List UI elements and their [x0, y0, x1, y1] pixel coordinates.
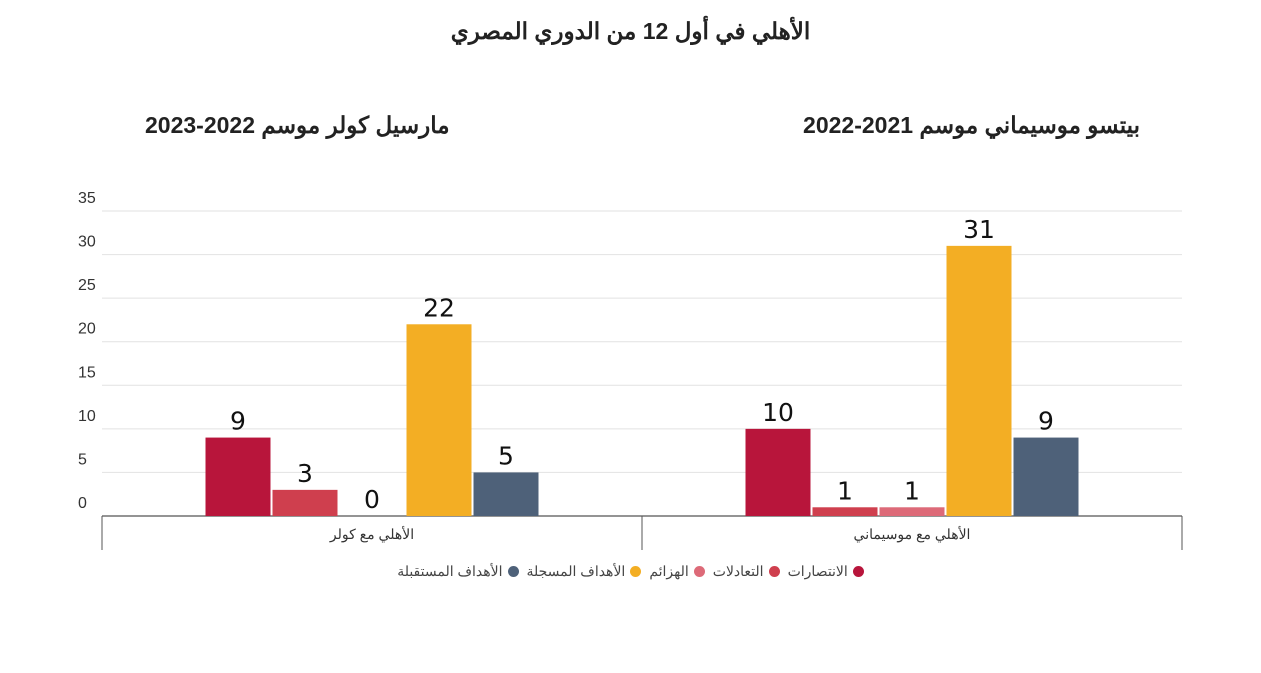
legend-swatch [693, 566, 705, 577]
legend-item: التعادلات [713, 563, 780, 580]
legend-label: الأهداف المستقبلة [397, 563, 503, 579]
category-label: الأهلي مع كولر [329, 525, 414, 543]
subtitle-koller: مارسيل كولر موسم 2022-2023 [145, 112, 450, 138]
subtitle-mosimane: بيتسو موسيماني موسم 2021-2022 [803, 112, 1140, 138]
data-label: 22 [423, 293, 455, 322]
bar [205, 437, 271, 516]
data-label: 1 [837, 476, 853, 505]
legend-item: الأهداف المستقبلة [397, 563, 519, 580]
y-tick-label: 25 [78, 277, 96, 294]
legend-item: الانتصارات [788, 563, 864, 580]
bar [879, 507, 945, 516]
bar [272, 489, 338, 516]
category-label: الأهلي مع موسيماني [854, 525, 971, 543]
bar [745, 428, 811, 516]
data-label: 3 [297, 459, 313, 488]
legend-label: الأهداف المسجلة [526, 563, 626, 579]
legend-label: التعادلات [712, 563, 764, 579]
bar [406, 324, 472, 516]
data-label: 10 [762, 398, 794, 427]
legend-swatch [768, 566, 780, 577]
chart-title: الأهلي في أول 12 من الدوري المصري [450, 18, 811, 44]
y-tick-label: 10 [78, 408, 96, 425]
y-tick-label: 0 [78, 495, 87, 512]
y-tick-label: 20 [78, 321, 96, 338]
legend-swatch [630, 566, 642, 577]
y-tick-label: 30 [78, 234, 96, 251]
legend-item: الهزائم [649, 563, 705, 580]
bar [946, 245, 1012, 516]
legend-item: الأهداف المسجلة [527, 563, 642, 580]
bar [1013, 437, 1079, 516]
y-tick-label: 5 [78, 451, 87, 468]
data-label: 9 [230, 407, 246, 436]
legend-label: الهزائم [649, 563, 689, 579]
y-tick-label: 15 [78, 364, 96, 381]
data-label: 0 [364, 485, 380, 514]
data-label: 9 [1038, 407, 1054, 436]
bar [812, 507, 878, 516]
data-label: 5 [498, 441, 514, 470]
data-label: 1 [904, 476, 920, 505]
legend: الانتصارات التعادلات الهزائم الأهداف المسجل… [0, 563, 1261, 580]
legend-swatch [507, 566, 519, 577]
legend-label: الانتصارات [787, 563, 848, 579]
y-tick-label: 35 [78, 190, 96, 207]
bar [473, 472, 539, 516]
legend-swatch [852, 566, 864, 577]
data-label: 31 [963, 215, 995, 244]
